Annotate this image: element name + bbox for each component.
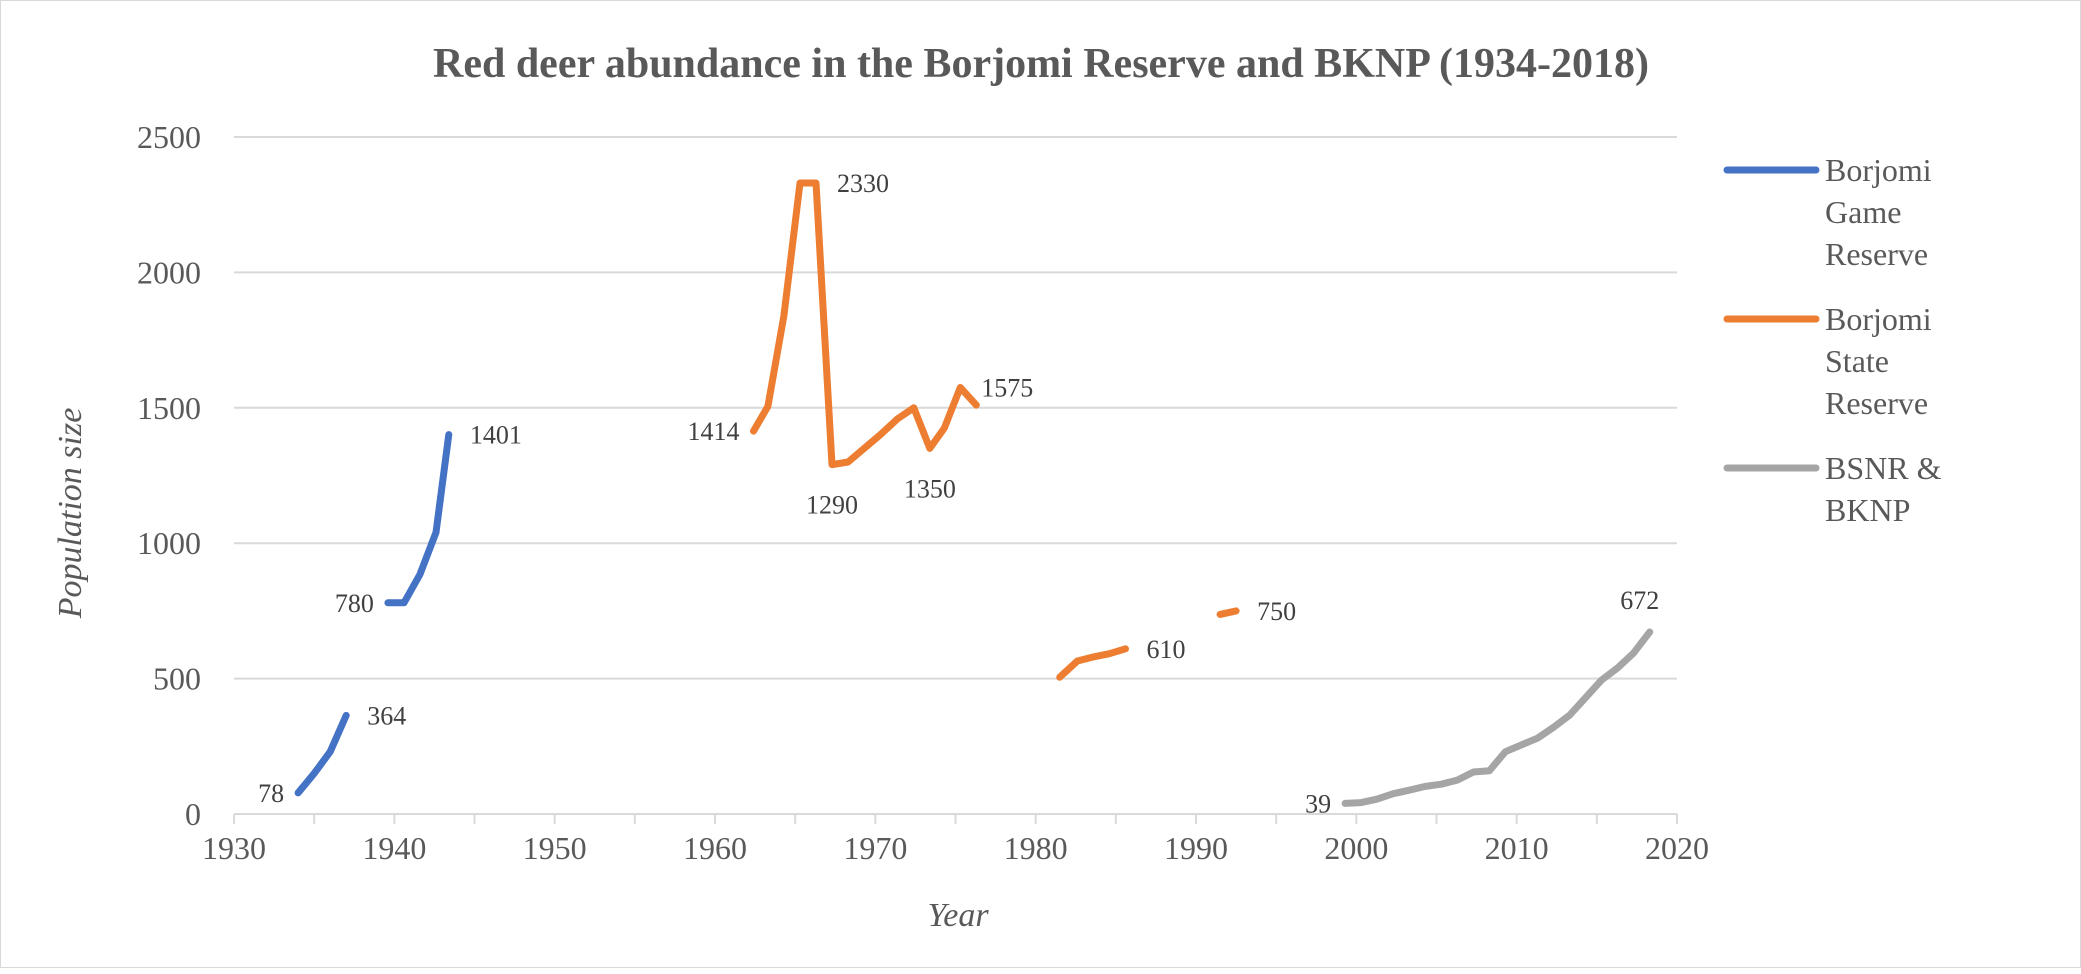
series-line: [1216, 607, 1240, 618]
axes: 0 500 1000 1500 2000 2500 1930 1940 1950 1960 1970…: [137, 119, 1709, 866]
legend-label: Borjomi: [1825, 301, 1932, 337]
x-tick-label: 2020: [1645, 830, 1709, 866]
x-tick-label: 1990: [1164, 830, 1228, 866]
y-axis-label: Population size: [52, 408, 89, 620]
x-tick-label: 1980: [1004, 830, 1068, 866]
x-tick-label: 1950: [523, 830, 587, 866]
data-label: 2330: [837, 169, 889, 198]
legend-label: BKNP: [1825, 492, 1910, 528]
x-tick-label: 2000: [1324, 830, 1388, 866]
legend-label: State: [1825, 343, 1889, 379]
legend-label: Game: [1825, 194, 1901, 230]
y-tick-label: 500: [153, 661, 201, 697]
series-line: [384, 431, 453, 607]
data-label: 780: [335, 589, 374, 618]
chart-title: Red deer abundance in the Borjomi Reserv…: [433, 41, 1649, 87]
x-axis-label: Year: [927, 897, 989, 934]
series-lines: [294, 179, 1654, 807]
data-label: 610: [1146, 635, 1185, 664]
data-label: 750: [1257, 597, 1296, 626]
x-tick-label: 1960: [683, 830, 747, 866]
y-tick-label: 1500: [137, 390, 201, 426]
data-label: 39: [1305, 789, 1331, 818]
x-tick-label: 1930: [202, 830, 266, 866]
data-label: 1401: [470, 421, 522, 450]
legend-label: Reserve: [1825, 236, 1928, 272]
data-label: 1350: [904, 474, 956, 503]
legend-label: Borjomi: [1825, 152, 1932, 188]
data-label: 1575: [981, 373, 1033, 402]
y-tick-label: 1000: [137, 525, 201, 561]
data-label: 1414: [687, 417, 739, 446]
data-label: 364: [367, 701, 406, 730]
x-tick-label: 1970: [843, 830, 907, 866]
y-tick-label: 2000: [137, 254, 201, 290]
x-tick-label: 1940: [362, 830, 426, 866]
legend-label: Reserve: [1825, 385, 1928, 421]
x-tick-label: 2010: [1485, 830, 1549, 866]
series-line: [750, 179, 980, 469]
data-label: 672: [1620, 586, 1659, 615]
y-tick-label: 2500: [137, 119, 201, 155]
series-line: [1341, 628, 1654, 807]
data-labels: 78 364 780 1401 1414 2330 1290 1350 1575 610 750 39…: [258, 169, 1659, 818]
legend: Borjomi Game Reserve Borjomi State Reserve BSN…: [1723, 152, 1942, 528]
data-label: 1290: [806, 491, 858, 520]
series-line: [294, 711, 350, 797]
y-tick-label: 0: [185, 796, 201, 832]
data-label: 78: [258, 779, 284, 808]
series-line: [1056, 645, 1129, 681]
legend-label: BSNR &: [1825, 450, 1942, 486]
